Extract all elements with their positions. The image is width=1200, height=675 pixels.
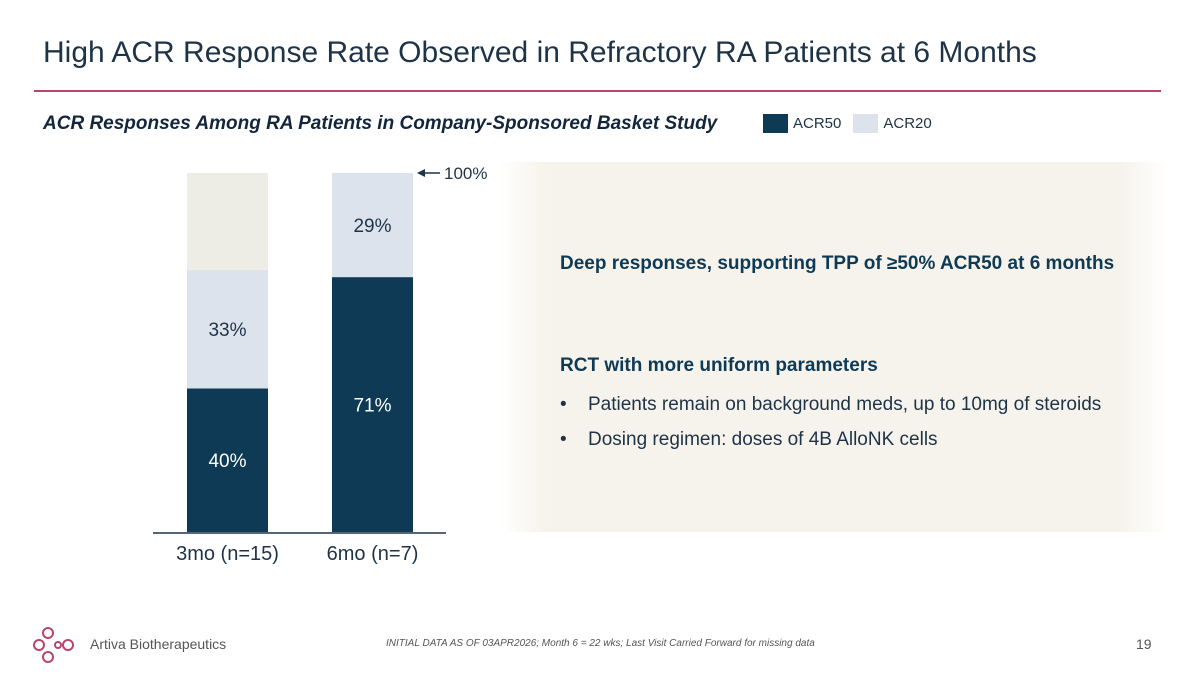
bar-acr20-0 bbox=[187, 269, 268, 389]
bullet-glyph: • bbox=[560, 429, 567, 450]
stacked-bar-chart: 40% 33% 3mo (n=15) 71% 29% 6mo (n=7) 100% bbox=[153, 164, 487, 565]
legend-label-acr50: ACR50 bbox=[793, 115, 842, 132]
bar-label-acr50-0: 40% bbox=[208, 451, 246, 472]
bullet-text: Dosing regimen: doses of 4B AlloNK cells bbox=[588, 429, 938, 450]
annotation-arrow-head bbox=[417, 169, 425, 177]
bar-acr50-0 bbox=[187, 388, 268, 532]
panel-bullet: • Patients remain on background meds, up … bbox=[560, 391, 1101, 426]
x-tick-label-1: 6mo (n=7) bbox=[327, 543, 419, 565]
chart-title: ACR Responses Among RA Patients in Compa… bbox=[43, 113, 718, 134]
legend-item-acr20: ACR20 bbox=[853, 114, 932, 133]
bar-acr20-1 bbox=[332, 173, 413, 278]
legend-swatch-acr50 bbox=[763, 114, 788, 133]
panel-heading-deep-responses: Deep responses, supporting TPP of ≥50% A… bbox=[560, 253, 1115, 274]
chart-legend: ACR50 ACR20 bbox=[763, 114, 944, 133]
bar-label-acr20-0: 33% bbox=[208, 320, 246, 341]
panel-heading-rct: RCT with more uniform parameters bbox=[560, 355, 878, 376]
footer-brand-name: Artiva Biotherapeutics bbox=[90, 636, 227, 652]
footer-data-note: INITIAL DATA AS OF 03APR2026; Month 6 = … bbox=[386, 638, 815, 649]
legend-item-acr50: ACR50 bbox=[763, 114, 841, 133]
bullet-text: Patients remain on background meds, up t… bbox=[588, 394, 1102, 415]
legend-label-acr20: ACR20 bbox=[883, 115, 932, 132]
bullet-glyph: • bbox=[560, 394, 567, 415]
bar-label-acr20-1: 29% bbox=[353, 216, 391, 237]
x-tick-label-0: 3mo (n=15) bbox=[176, 543, 279, 565]
bar-label-acr50-1: 71% bbox=[353, 396, 391, 417]
slide-title: High ACR Response Rate Observed in Refra… bbox=[43, 36, 1037, 69]
page-number: 19 bbox=[1136, 636, 1152, 652]
annotation-100-label: 100% bbox=[444, 164, 487, 183]
bar-remainder-0 bbox=[187, 173, 268, 270]
panel-bullet-list: • Patients remain on background meds, up … bbox=[560, 391, 1101, 461]
legend-swatch-acr20 bbox=[853, 114, 879, 133]
artiva-logo-icon bbox=[33, 627, 74, 663]
panel-bullet: • Dosing regimen: doses of 4B AlloNK cell… bbox=[560, 426, 1101, 461]
bar-acr50-1 bbox=[332, 277, 413, 532]
title-divider bbox=[34, 90, 1161, 92]
summary-panel bbox=[500, 162, 1168, 532]
